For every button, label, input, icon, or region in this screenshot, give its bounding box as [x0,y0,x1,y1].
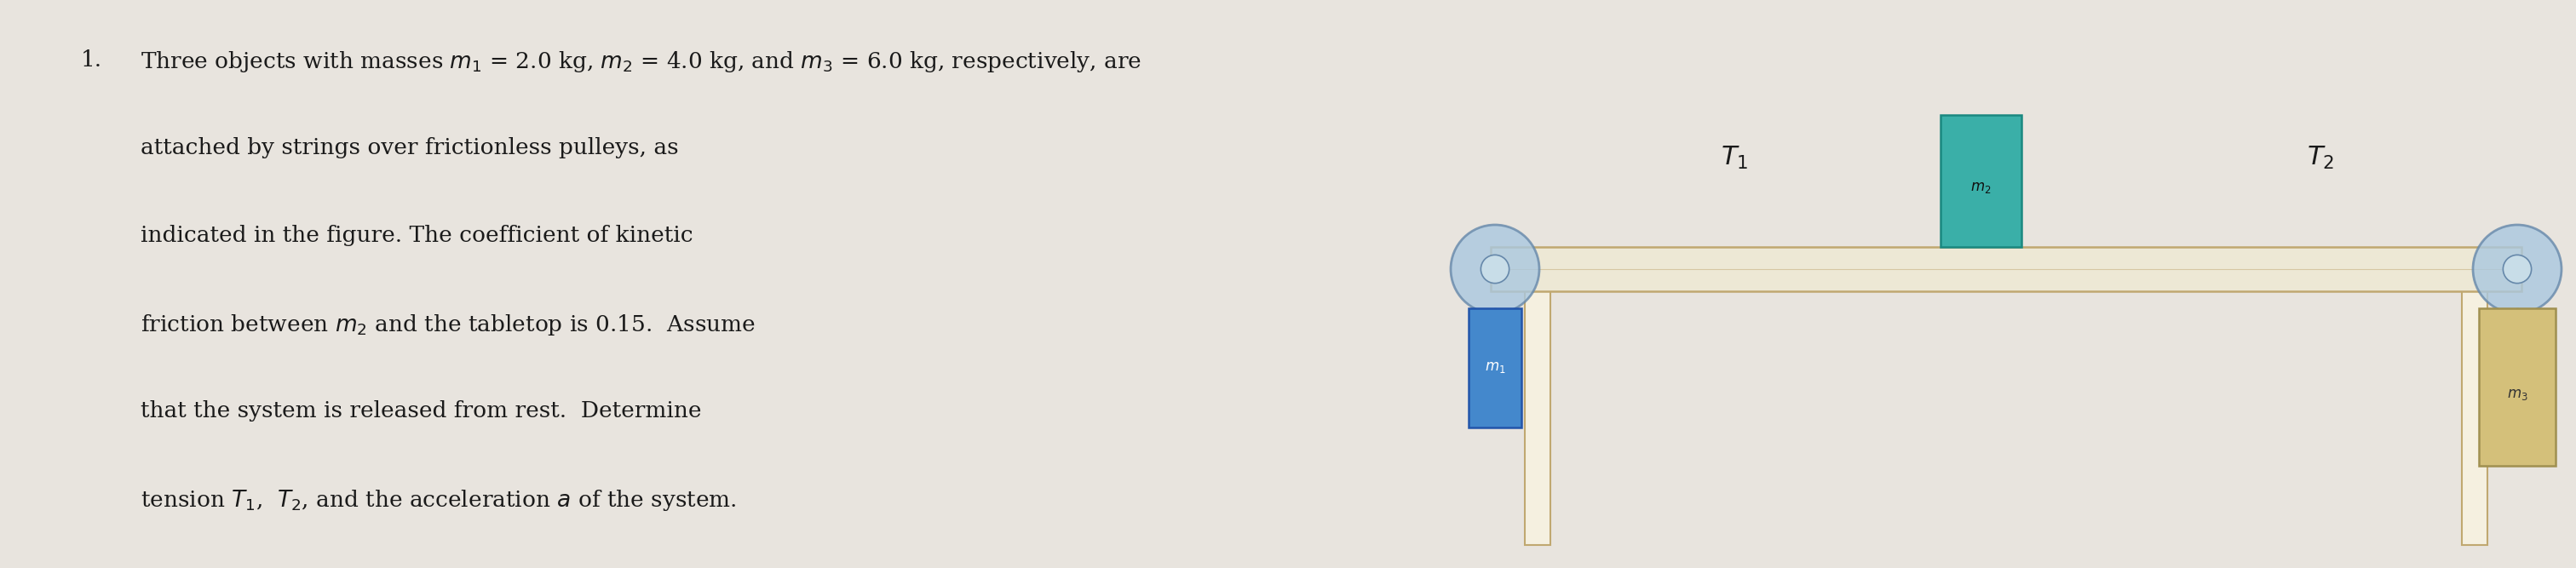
Text: $T_1$: $T_1$ [1721,144,1749,171]
Bar [1525,291,1551,545]
Text: $m_2$: $m_2$ [1971,180,1991,195]
Circle shape [2473,225,2561,314]
Circle shape [1450,225,1540,314]
Text: friction between $m_2$ and the tabletop is 0.15.  Assume: friction between $m_2$ and the tabletop … [142,312,755,337]
Circle shape [2504,255,2532,283]
Bar [1468,308,1522,428]
Text: $m_1$: $m_1$ [1484,361,1504,375]
Circle shape [1481,255,1510,283]
Bar [1940,115,2022,247]
Text: Three objects with masses $m_1$ = 2.0 kg, $m_2$ = 4.0 kg, and $m_3$ = 6.0 kg, re: Three objects with masses $m_1$ = 2.0 kg… [142,49,1141,74]
Bar [2463,291,2488,545]
Text: 1.: 1. [80,49,103,70]
Text: attached by strings over frictionless pulleys, as: attached by strings over frictionless pu… [142,137,677,158]
Text: indicated in the figure. The coefficient of kinetic: indicated in the figure. The coefficient… [142,225,693,246]
Bar [2478,308,2555,466]
Bar [1492,247,2522,291]
Text: $T_2$: $T_2$ [2306,144,2334,171]
Text: $m_3$: $m_3$ [2506,388,2527,402]
Text: tension $T_1$,  $T_2$, and the acceleration $a$ of the system.: tension $T_1$, $T_2$, and the accelerati… [142,488,737,513]
Text: that the system is released from rest.  Determine: that the system is released from rest. D… [142,400,701,421]
